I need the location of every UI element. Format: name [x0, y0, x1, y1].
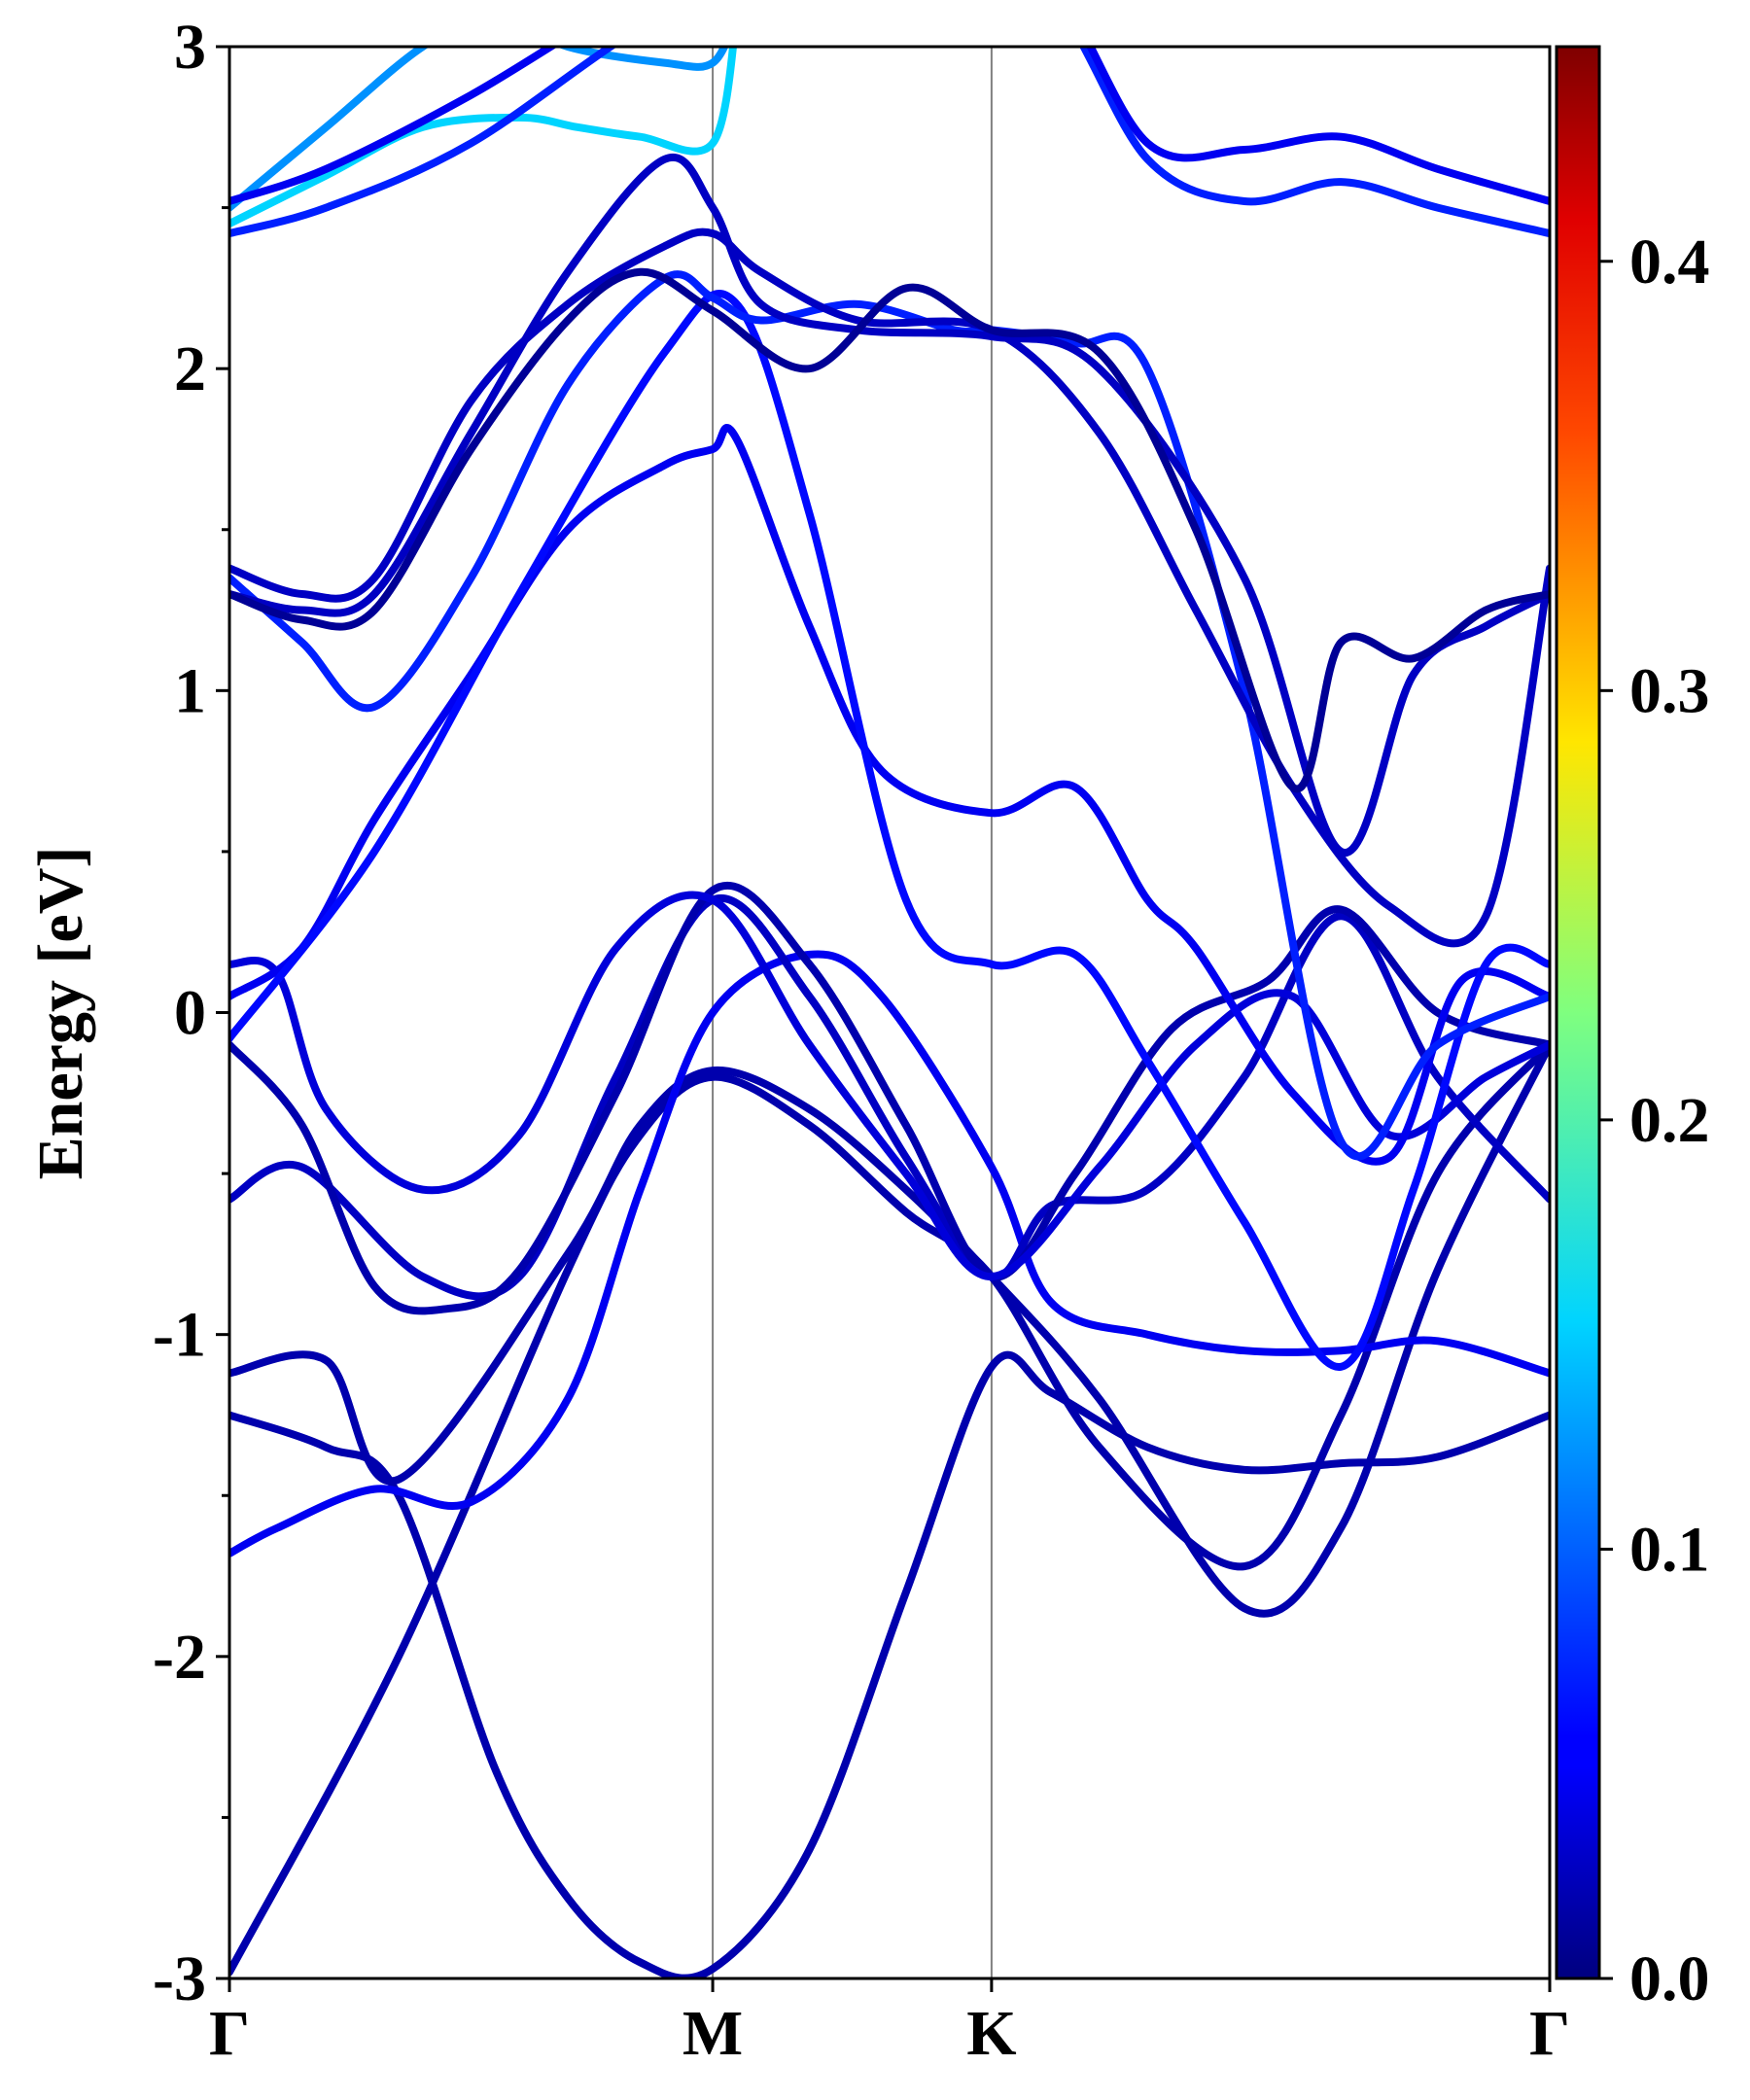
band-5 [229, 893, 1550, 1301]
colorbar-tick-label: 0.2 [1629, 1085, 1710, 1156]
y-tick-label: 0 [174, 978, 206, 1049]
y-tick-label: 1 [174, 655, 206, 726]
band-14 [229, 47, 738, 228]
y-axis-label: Energy [eV] [25, 847, 96, 1180]
band-1 [229, 1040, 1550, 1977]
bands-group [229, 47, 1550, 1978]
band-11 [229, 228, 1550, 948]
colorbar-bar [1555, 45, 1601, 1980]
band-15 [229, 47, 729, 212]
y-tick-label: -3 [153, 1943, 206, 2014]
y-axis: -3 -2 -1 0 1 2 3 [153, 12, 229, 2014]
band-2 [229, 1040, 1550, 1618]
band-9 [229, 290, 1550, 1371]
colorbar-ticks: 0.0 0.1 0.2 0.3 0.4 [1599, 227, 1710, 2014]
plot-frame [228, 45, 1552, 1980]
band-16 [229, 47, 1550, 238]
band-7 [229, 891, 1550, 1281]
y-tick-label: -2 [153, 1622, 206, 1693]
band-3 [229, 1350, 1550, 1978]
band-13 [229, 267, 1550, 793]
colorbar-tick-label: 0.1 [1629, 1514, 1710, 1585]
band-10 [229, 270, 1550, 1161]
y-tick-label: -1 [153, 1300, 206, 1371]
band-17 [229, 47, 1550, 205]
x-tick-label-1: M [682, 1998, 743, 2069]
x-tick-label-3: Γ [1529, 1998, 1570, 2069]
y-tick-label: 2 [174, 333, 206, 404]
colorbar: 0.0 0.1 0.2 0.3 0.4 [1555, 45, 1710, 2014]
colorbar-tick-label: 0.4 [1629, 227, 1710, 298]
band-8 [229, 423, 1550, 1166]
band-4 [229, 950, 1550, 1558]
colorbar-tick-label: 0.0 [1629, 1943, 1710, 2014]
colorbar-tick-label: 0.3 [1629, 655, 1710, 726]
band-12 [229, 153, 1550, 858]
y-tick-label: 3 [174, 12, 206, 83]
x-tick-label-2: K [966, 1998, 1016, 2069]
x-tick-label-0: Γ [209, 1998, 250, 2069]
band-6 [229, 881, 1550, 1315]
